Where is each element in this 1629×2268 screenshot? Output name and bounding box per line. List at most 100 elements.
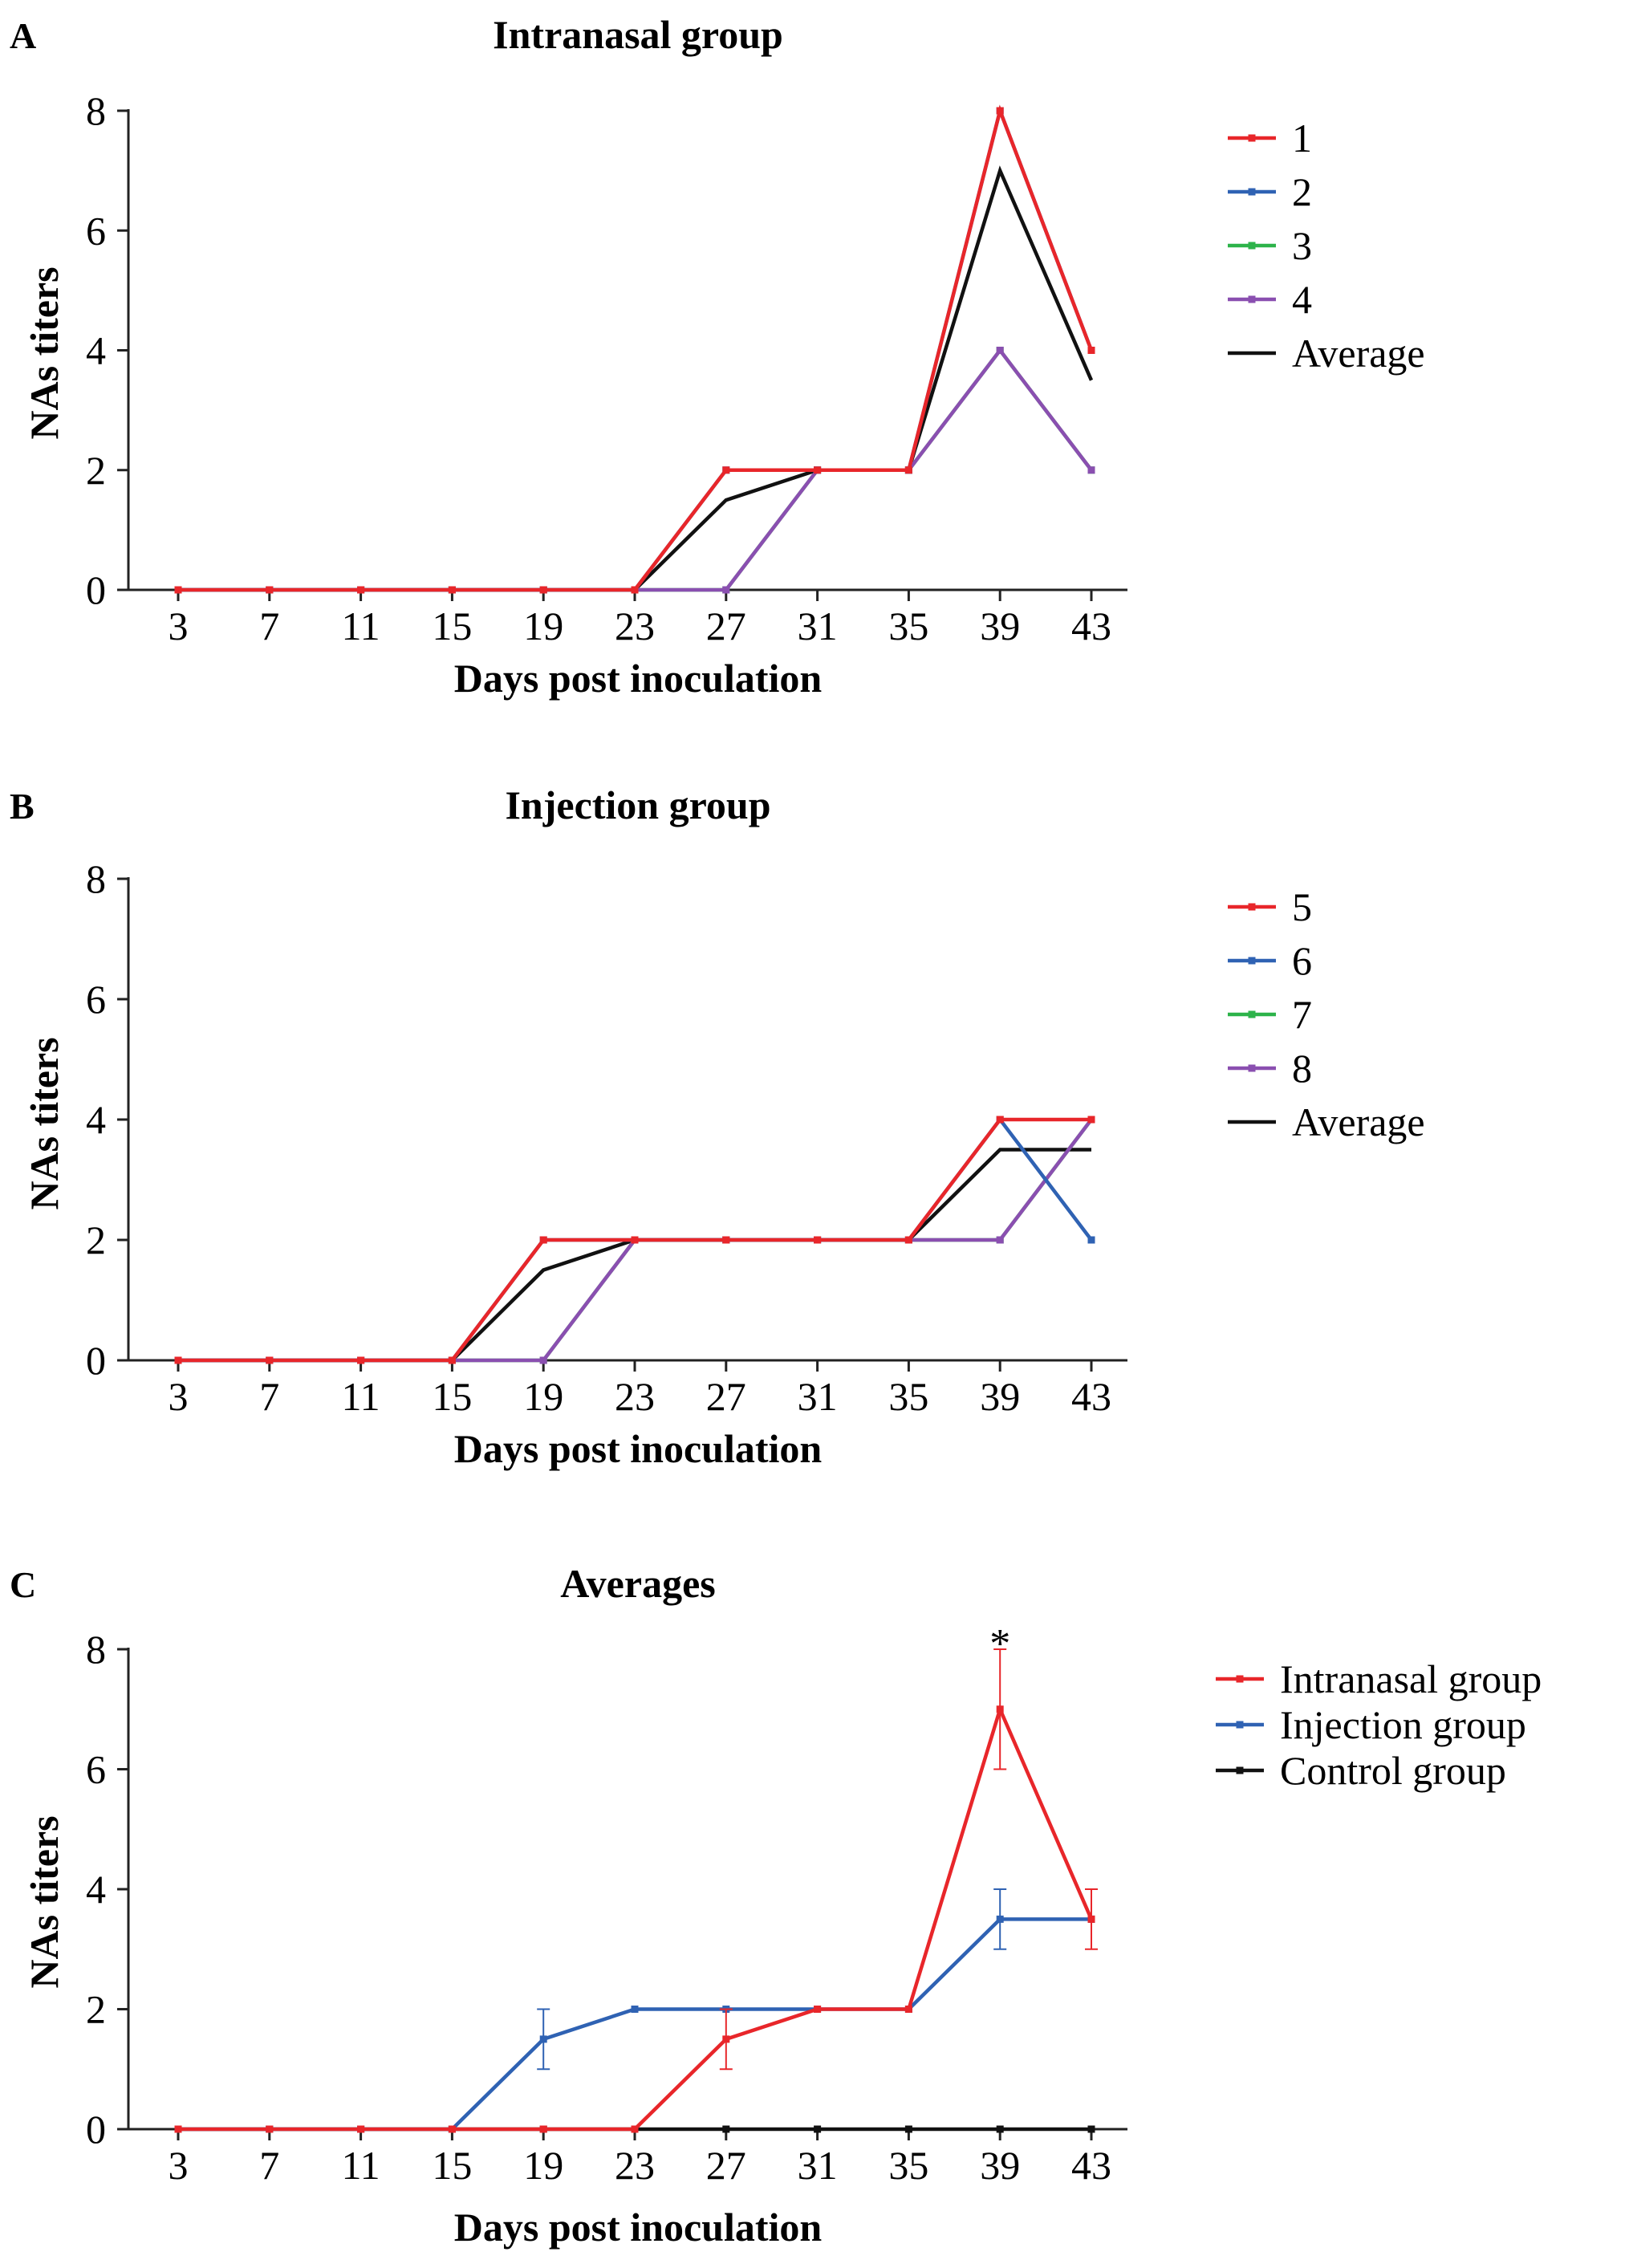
- legend-marker: [1248, 295, 1256, 303]
- y-tick-label: 6: [86, 208, 106, 253]
- data-point: [448, 2125, 456, 2133]
- x-tick-label: 3: [169, 2143, 189, 2188]
- data-point: [814, 1236, 822, 1244]
- data-point: [722, 466, 730, 474]
- y-tick-label: 4: [86, 1097, 106, 1142]
- data-point: [174, 2125, 182, 2133]
- legend-item: 7: [1228, 992, 1312, 1037]
- legend-item: 1: [1228, 116, 1312, 161]
- y-tick-label: 8: [86, 856, 106, 901]
- data-point: [448, 586, 456, 594]
- data-point: [539, 586, 547, 594]
- legend-label: 3: [1292, 223, 1312, 268]
- data-point: [904, 2006, 912, 2013]
- data-point: [631, 2006, 639, 2013]
- legend-label: 4: [1292, 277, 1312, 322]
- legend-marker: [1236, 1766, 1244, 1774]
- legend-label: 2: [1292, 169, 1312, 214]
- x-tick-label: 31: [798, 2143, 838, 2188]
- data-point: [266, 586, 274, 594]
- x-tick-label: 19: [523, 2143, 563, 2188]
- panel-a: A Intranasal group Days post inoculation…: [10, 12, 1425, 701]
- x-axis-label: Days post inoculation: [454, 1426, 823, 1471]
- y-tick-label: 6: [86, 1747, 106, 1792]
- legend-label: 5: [1292, 884, 1312, 929]
- data-point: [904, 466, 912, 474]
- data-point: [357, 2125, 365, 2133]
- panel-b: B Injection group Days post inoculation …: [10, 782, 1425, 1471]
- y-axis-label: NAs titers: [22, 1815, 67, 1988]
- legend-marker: [1248, 903, 1256, 911]
- x-tick-label: 7: [259, 604, 279, 648]
- x-tick-label: 23: [615, 604, 655, 648]
- legend-label: Average: [1292, 1099, 1425, 1144]
- series-5: [174, 1116, 1095, 1364]
- x-tick-label: 3: [169, 604, 189, 648]
- legend-label: Average: [1292, 331, 1425, 376]
- legend-marker: [1248, 957, 1256, 965]
- x-tick-label: 7: [259, 2143, 279, 2188]
- x-tick-label: 43: [1071, 2143, 1111, 2188]
- series-line: [178, 347, 1093, 592]
- x-tick-label: 43: [1071, 1374, 1111, 1419]
- legend-marker: [1248, 134, 1256, 142]
- y-tick-label: 0: [86, 1338, 106, 1383]
- legend-item: Intranasal group: [1216, 1656, 1542, 1701]
- series-line: [178, 165, 1094, 592]
- data-point: [904, 1236, 912, 1244]
- data-point: [996, 1236, 1004, 1244]
- series-intranasal-group: [174, 1648, 1098, 2133]
- y-tick-label: 4: [86, 328, 106, 373]
- data-point: [357, 1356, 365, 1364]
- y-tick-label: 8: [86, 88, 106, 133]
- x-tick-label: 35: [888, 1374, 928, 1419]
- legend-label: Intranasal group: [1280, 1656, 1542, 1701]
- legend-marker: [1248, 188, 1256, 196]
- legend-item: 2: [1228, 169, 1312, 214]
- series-line: [178, 1704, 1094, 2132]
- x-tick-label: 11: [342, 2143, 380, 2188]
- y-tick-label: 8: [86, 1627, 106, 1672]
- data-point: [357, 586, 365, 594]
- x-tick-label: 43: [1071, 604, 1111, 648]
- series-2: [174, 104, 1095, 594]
- data-point: [996, 1915, 1004, 1923]
- legend: 5 6 7 8 Average: [1228, 884, 1425, 1144]
- data-point: [1087, 1116, 1095, 1124]
- data-point: [996, 1116, 1004, 1124]
- chart-title: Averages: [560, 1561, 715, 1606]
- series-1: [174, 104, 1095, 594]
- data-point: [1087, 2125, 1095, 2133]
- data-point: [722, 2125, 730, 2133]
- x-tick-label: 11: [342, 604, 380, 648]
- series-line: [178, 104, 1094, 592]
- legend-label: 7: [1292, 992, 1312, 1037]
- data-point: [539, 2035, 547, 2043]
- chart-title: Injection group: [505, 782, 770, 827]
- legend-marker: [1236, 1721, 1244, 1729]
- data-point: [174, 1356, 182, 1364]
- data-point: [814, 2125, 822, 2133]
- x-axis-label: Days post inoculation: [454, 2205, 823, 2250]
- x-tick-label: 31: [798, 1374, 838, 1419]
- data-point: [996, 2125, 1004, 2133]
- data-point: [722, 586, 730, 594]
- data-point: [996, 1705, 1004, 1713]
- legend-marker: [1248, 1010, 1256, 1018]
- x-tick-label: 19: [523, 604, 563, 648]
- data-point: [814, 466, 822, 474]
- x-tick-label: 35: [888, 604, 928, 648]
- y-tick-label: 2: [86, 448, 106, 493]
- x-tick-label: 27: [706, 2143, 746, 2188]
- legend-item: 3: [1228, 223, 1312, 268]
- series-3: [174, 347, 1095, 594]
- x-tick-label: 39: [980, 2143, 1020, 2188]
- legend-item: 6: [1228, 938, 1312, 983]
- data-point: [722, 1236, 730, 1244]
- x-tick-label: 15: [432, 1374, 472, 1419]
- data-point: [1087, 1915, 1095, 1923]
- data-point: [174, 586, 182, 594]
- panel-label: B: [10, 786, 35, 827]
